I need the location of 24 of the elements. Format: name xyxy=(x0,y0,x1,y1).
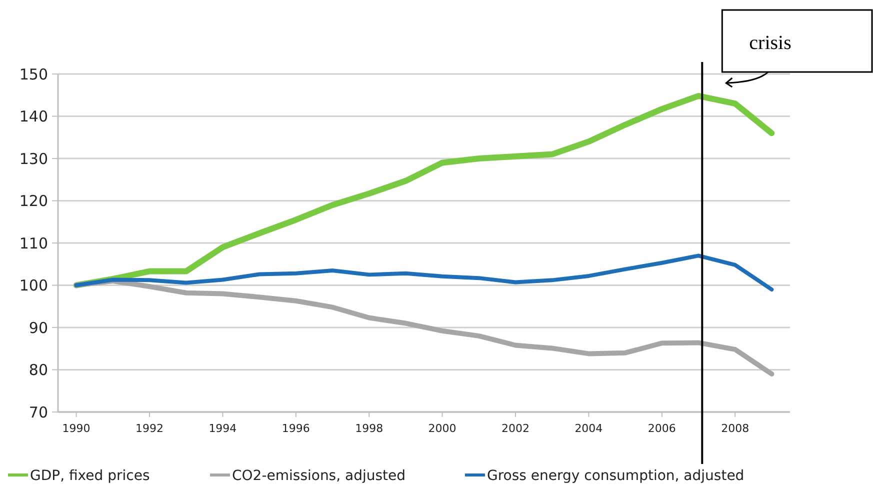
line-series xyxy=(74,254,774,292)
y-tick-label: 110 xyxy=(19,234,48,252)
x-tick-label: 2006 xyxy=(648,422,676,435)
legend-label: GDP, fixed prices xyxy=(30,468,150,484)
x-tick-label: 2000 xyxy=(428,422,456,435)
y-tick-label: 100 xyxy=(19,276,48,294)
y-tick-label: 140 xyxy=(19,108,48,126)
x-tick-label: 1992 xyxy=(136,422,164,435)
x-tick-label: 1994 xyxy=(208,422,237,435)
x-tick-label: 2002 xyxy=(502,422,530,435)
legend-label: CO2-emissions, adjusted xyxy=(232,468,406,484)
legend-label: Gross energy consumption, adjusted xyxy=(487,468,744,484)
y-tick-label: 90 xyxy=(28,318,48,337)
y-tick-label: 150 xyxy=(19,65,48,84)
x-tick-label: 1990 xyxy=(62,422,90,435)
y-tick-label: 130 xyxy=(19,150,48,168)
x-tick-label: 2004 xyxy=(574,422,603,435)
x-tick-label: 2008 xyxy=(721,422,750,435)
x-tick-label: 1996 xyxy=(282,422,310,435)
y-tick-label: 70 xyxy=(28,403,48,422)
x-tick-label: 1998 xyxy=(355,422,384,435)
y-tick-label: 120 xyxy=(19,192,48,210)
ref-line-label: crisis xyxy=(749,32,792,54)
y-tick-label: 80 xyxy=(28,361,48,379)
